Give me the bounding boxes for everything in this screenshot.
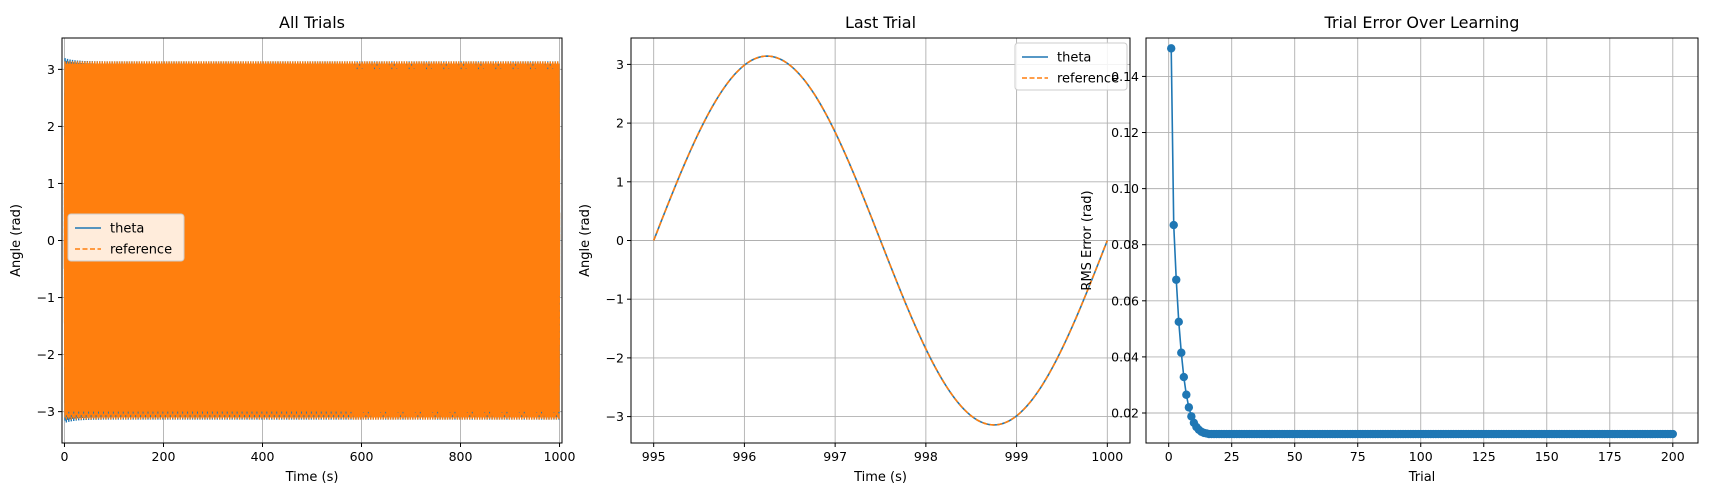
- y-axis-label: Angle (rad): [578, 204, 593, 277]
- data-point: [1167, 44, 1176, 53]
- markers: [1167, 44, 1677, 439]
- y-tick-label: 0.10: [1111, 181, 1139, 196]
- x-tick-label: 75: [1350, 449, 1366, 464]
- x-tick-label: 1000: [1091, 449, 1123, 464]
- chart-panel-1: 0 200 400 600 800 1000 −3 −2 −1 0 1 2 3 All Trials Tim…: [9, 13, 575, 485]
- x-tick-label: 996: [732, 449, 756, 464]
- y-tick-label: 0.02: [1111, 405, 1139, 420]
- y-axis-label: Angle (rad): [9, 204, 24, 277]
- data-point: [1187, 412, 1196, 421]
- grid: [631, 38, 1130, 443]
- data-point: [1182, 390, 1191, 399]
- legend-label-reference: reference: [1057, 72, 1119, 87]
- x-tick-label: 998: [914, 449, 938, 464]
- y-tick-label: 3: [616, 57, 624, 72]
- y-tick-label: 1: [47, 176, 55, 191]
- y-tick-label: 1: [616, 174, 624, 189]
- y-tick-label: 0.06: [1111, 293, 1139, 308]
- x-tick-label: 0: [1165, 449, 1173, 464]
- legend-label-theta: theta: [110, 222, 144, 237]
- series-reference: [63, 61, 561, 420]
- chart-panel-3: 0 25 50 75 100 125 150 175 200 0.02 0.04 0.06 0.08 0.…: [1080, 13, 1699, 485]
- x-tick-label: 800: [449, 449, 473, 464]
- chart-panel-2: 995 996 997 998 999 1000 −3 −2 −1 0 1 2 3 Last Trial T…: [578, 13, 1131, 485]
- legend-label-reference: reference: [110, 243, 172, 258]
- y-tick-label: 0.08: [1111, 237, 1139, 252]
- x-tick-label: 25: [1224, 449, 1240, 464]
- x-tick-label: 200: [152, 449, 176, 464]
- y-tick-label: 0: [616, 233, 624, 248]
- y-tick-label: −1: [606, 292, 624, 307]
- y-axis-label: RMS Error (rad): [1080, 190, 1095, 290]
- y-tick-label: −1: [37, 290, 55, 305]
- data-point: [1174, 317, 1183, 327]
- data-point: [1184, 403, 1194, 412]
- x-tick-label: 200: [1661, 449, 1685, 464]
- x-axis-label: Time (s): [853, 470, 907, 485]
- y-tick-label: 2: [616, 116, 624, 131]
- y-tick-label: 3: [47, 62, 55, 77]
- y-tick-label: −2: [606, 350, 624, 365]
- data-point: [1668, 429, 1677, 439]
- y-tick-label: −3: [37, 404, 55, 419]
- y-tick-label: 0.12: [1111, 125, 1139, 140]
- x-tick-label: 995: [642, 449, 666, 464]
- legend-box: [1014, 42, 1128, 91]
- x-axis-label: Time (s): [285, 470, 339, 485]
- grid: [1146, 38, 1698, 443]
- y-tick-label: −2: [37, 347, 55, 362]
- chart-title: Last Trial: [845, 13, 916, 32]
- x-axis-label: Trial: [1408, 470, 1436, 485]
- x-tick-label: 999: [1005, 449, 1029, 464]
- legend: theta reference: [1014, 42, 1128, 91]
- legend-label-theta: theta: [1057, 51, 1091, 66]
- legend-box: [67, 213, 185, 262]
- y-tick-label: 2: [47, 119, 55, 134]
- x-tick-label: 175: [1598, 449, 1622, 464]
- x-tick-label: 400: [251, 449, 275, 464]
- data-point: [1169, 220, 1178, 230]
- chart-title: All Trials: [279, 13, 345, 32]
- x-tick-label: 0: [60, 449, 68, 464]
- x-tick-label: 50: [1287, 449, 1303, 464]
- x-tick-label: 600: [350, 449, 374, 464]
- y-tick-label: 0: [47, 233, 55, 248]
- y-tick-label: 0.14: [1111, 69, 1139, 84]
- chart-title: Trial Error Over Learning: [1324, 13, 1520, 32]
- x-tick-label: 1000: [544, 449, 576, 464]
- plot-area: [63, 58, 561, 423]
- y-tick-label: 0.04: [1111, 349, 1139, 364]
- legend: theta reference: [67, 213, 185, 262]
- x-tick-label: 125: [1472, 449, 1496, 464]
- plot-area: [1167, 44, 1677, 439]
- series-rms-error: [1170, 48, 1673, 435]
- x-tick-label: 100: [1409, 449, 1433, 464]
- data-point: [1177, 348, 1186, 357]
- series-reference: [652, 55, 1109, 426]
- y-tick-label: −3: [606, 409, 624, 424]
- x-tick-label: 150: [1535, 449, 1559, 464]
- x-tick-label: 997: [823, 449, 847, 464]
- data-point: [1172, 275, 1181, 284]
- plot-area: [652, 55, 1109, 426]
- data-point: [1179, 372, 1189, 382]
- axes-frame: [1145, 37, 1699, 444]
